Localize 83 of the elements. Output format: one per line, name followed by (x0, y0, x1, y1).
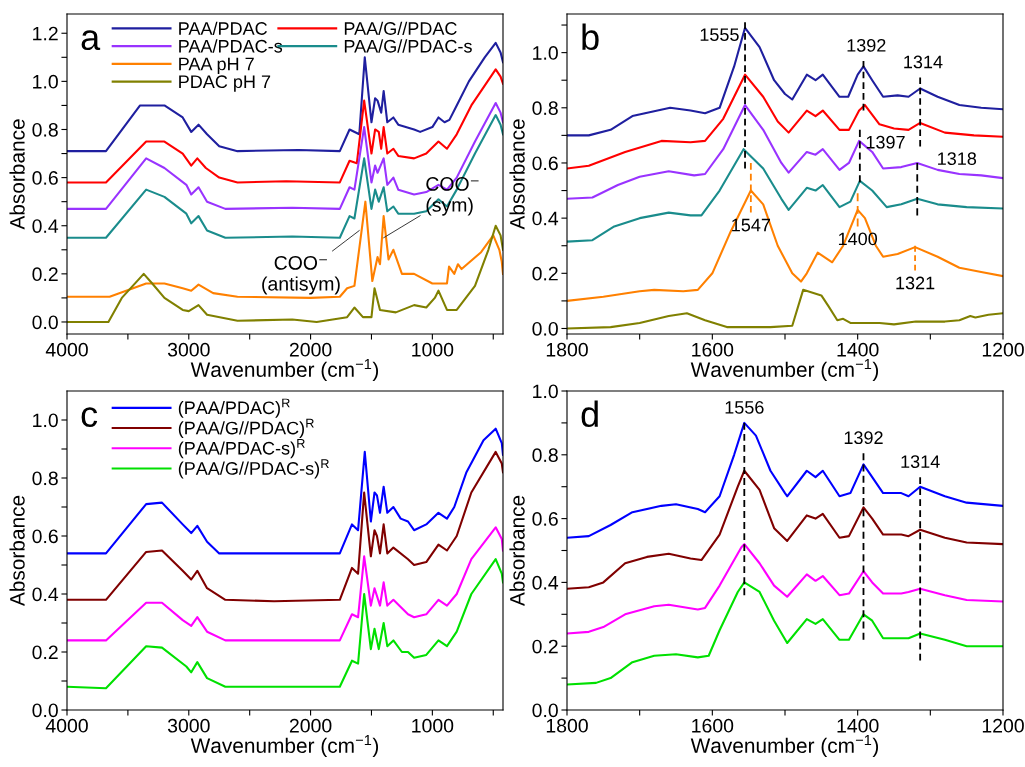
line-series (567, 288, 1003, 330)
x-tick-label: 3000 (167, 342, 210, 357)
x-axis-title: Wavenumber (cm$^{−1}$) (190, 735, 379, 758)
line-series (67, 526, 503, 642)
x-tick-label: 1200 (982, 718, 1024, 733)
y-tick-label: 0.0 (532, 703, 558, 718)
y-axis-title: Absorbance (9, 119, 25, 230)
annotation: c (81, 407, 98, 428)
y-tick-label: 1.0 (33, 413, 58, 428)
y-axis-title: Absorbance (509, 495, 525, 607)
y-tick-label: 0.8 (32, 471, 58, 486)
y-tick-label: 0.0 (32, 703, 58, 718)
legend-label: PAA/PDAC (179, 21, 267, 35)
legend-label: (PAA/G//PDAC-s)$^{R}$ (178, 459, 329, 479)
annotation: d (581, 400, 598, 428)
y-tick-label: 0.4 (32, 219, 59, 233)
y-tick-label: 1.0 (533, 46, 558, 60)
y-tick-label: 0.2 (532, 639, 558, 654)
legend-label: (PAA/G//PDAC)$^{R}$ (178, 418, 314, 438)
annotation: 1321 (896, 276, 935, 290)
x-tick-label: 1400 (837, 342, 879, 357)
annotation: a (81, 30, 101, 51)
annotation: 1318 (938, 152, 977, 166)
line-series (567, 103, 1003, 200)
line-series (567, 469, 1003, 590)
y-tick-label: 1.0 (33, 74, 58, 89)
x-tick-label: 2000 (289, 718, 332, 733)
legend-label: (PAA/PDAC)$^{R}$ (178, 398, 290, 418)
y-tick-label: 0.6 (532, 512, 558, 526)
x-tick-label: 3000 (167, 718, 210, 733)
y-tick-label: 0.8 (532, 101, 558, 116)
annotation: 1314 (901, 455, 940, 469)
legend-label: PAA/PDAC-s (179, 39, 283, 53)
y-tick-label: 0.6 (532, 156, 558, 171)
x-axis-title: Wavenumber (cm$^{−1}$) (190, 359, 379, 382)
annotation: COO⁻ (antisym) (262, 255, 340, 295)
x-tick-label: 4000 (45, 718, 88, 733)
annotation: 1392 (844, 431, 883, 445)
y-tick-label: 0.8 (32, 122, 58, 137)
y-tick-label: 0.8 (532, 448, 558, 463)
annotation: 1314 (904, 55, 943, 69)
line-series (67, 558, 503, 690)
line-series (67, 224, 503, 324)
line-series (567, 543, 1003, 635)
x-tick-label: 1000 (412, 342, 454, 357)
y-tick-label: 0.4 (532, 211, 559, 226)
y-tick-label: 1.0 (533, 384, 558, 399)
line-series (67, 114, 503, 239)
annotation: 1556 (725, 400, 764, 414)
y-tick-label: 0.6 (32, 171, 58, 185)
line-series (567, 73, 1003, 170)
y-axis-title: Absorbance (509, 119, 525, 230)
line-series (567, 581, 1003, 686)
annotation: 1392 (847, 38, 886, 52)
x-tick-label: 1200 (982, 342, 1024, 357)
legend-label: PAA pH 7 (179, 57, 254, 74)
y-tick-label: 1.2 (33, 26, 58, 41)
y-tick-label: 0.2 (32, 267, 58, 282)
legend-label: PDAC pH 7 (179, 75, 271, 92)
y-tick-label: 0.2 (32, 645, 58, 660)
x-tick-label: 1000 (412, 718, 454, 733)
x-axis-title: Wavenumber (cm$^{−1}$) (690, 359, 879, 382)
y-tick-label: 0.0 (532, 321, 558, 336)
legend-label: (PAA/PDAC-s)$^{R}$ (178, 439, 305, 459)
y-tick-label: 0.6 (32, 529, 58, 544)
legend-label: PAA/G//PDAC-s (344, 39, 472, 53)
legend-label: PAA/G//PDAC (344, 21, 457, 35)
x-tick-label: 1800 (546, 718, 588, 733)
x-tick-label: 1600 (692, 718, 734, 733)
x-tick-label: 1600 (692, 342, 734, 357)
x-tick-label: 1800 (546, 342, 588, 357)
annotation: b (582, 23, 599, 51)
y-tick-label: 0.4 (532, 575, 559, 590)
x-tick-label: 1400 (837, 718, 879, 733)
y-tick-label: 0.4 (32, 587, 59, 602)
x-tick-label: 4000 (45, 342, 88, 357)
x-axis-title: Wavenumber (cm$^{−1}$) (690, 735, 879, 758)
x-tick-label: 2000 (289, 342, 332, 357)
annotation: 1555 (700, 28, 739, 42)
annotation: 1397 (866, 135, 905, 149)
y-axis-title: Absorbance (9, 495, 25, 607)
y-tick-label: 0.2 (532, 266, 558, 281)
y-tick-label: 0.0 (32, 315, 58, 330)
